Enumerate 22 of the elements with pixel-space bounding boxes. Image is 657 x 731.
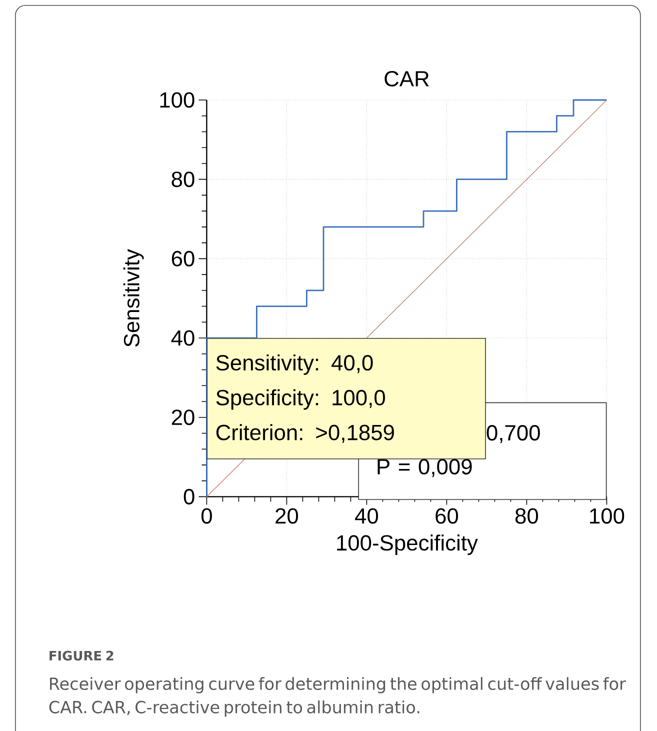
caption: FIGURE 2	[50, 650, 114, 661]
y-tick-label: 100	[160, 92, 194, 108]
x-tick-label: 100	[590, 508, 624, 524]
y-tick-label: 80	[172, 172, 194, 188]
x-tick-label: 60	[436, 508, 458, 524]
x-tick-label: 40	[355, 508, 378, 524]
annotation: 0,700	[486, 425, 540, 444]
x-tick-label: 0	[201, 508, 212, 524]
y-tick-label: 40	[171, 330, 194, 346]
y-tick-label: 60	[172, 250, 194, 266]
annotation: Specificity: 100,0	[216, 389, 385, 410]
y-axis-title: Sensitivity	[123, 249, 144, 347]
annotation: Sensitivity: 40,0	[216, 354, 373, 375]
x-tick-label: 80	[515, 508, 538, 524]
y-tick-label: 20	[172, 410, 194, 426]
annotation: P = 0,009	[378, 458, 472, 478]
text: Receiver operating curve for determining the optimal cut-off values for CAR. CAR, C-reactive protein to albumin ratio.	[49, 677, 626, 717]
chart-title: CAR	[384, 70, 429, 86]
annotation: Criterion: >0,1859	[216, 424, 394, 443]
x-tick-label: 20	[276, 508, 298, 524]
x-axis-title: 100-Specificity	[337, 534, 478, 555]
y-tick-label: 0	[184, 488, 194, 504]
